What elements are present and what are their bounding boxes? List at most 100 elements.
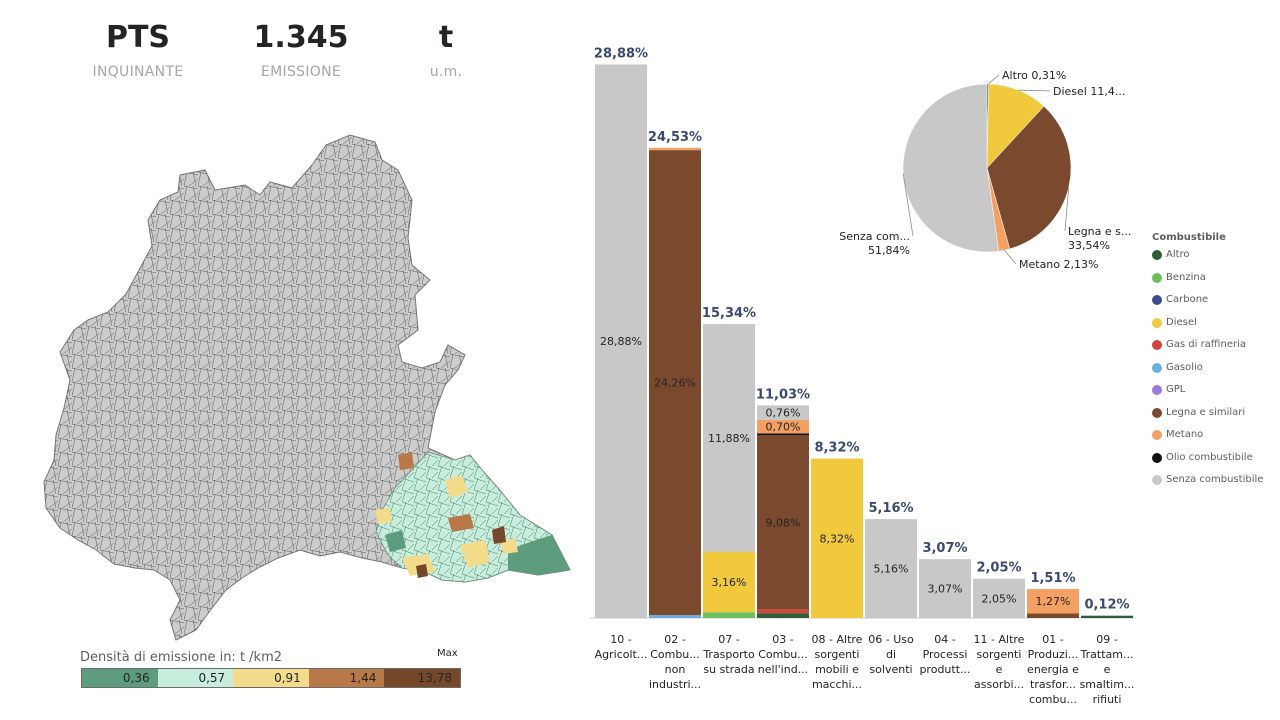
fuel-legend-label: Legna e similari bbox=[1166, 406, 1246, 418]
legend-dot-icon bbox=[1152, 317, 1162, 328]
municipality-13-78[interactable] bbox=[416, 564, 428, 578]
bar-segment[interactable] bbox=[757, 405, 809, 420]
category-tick-label: sorgenti bbox=[815, 648, 860, 661]
kpi-inquinante: PTS INQUINANTE bbox=[68, 18, 208, 80]
bar-segment[interactable] bbox=[703, 551, 755, 613]
fuel-legend-item[interactable]: Metano bbox=[1152, 429, 1263, 452]
category-tick-label: solventi bbox=[869, 663, 912, 676]
municipality-1-44[interactable] bbox=[448, 514, 474, 532]
kpi-label: INQUINANTE bbox=[92, 64, 184, 80]
fuel-legend-item[interactable]: Benzina bbox=[1152, 272, 1263, 295]
category-tick-label: Trasporto bbox=[702, 648, 755, 661]
bar-segment[interactable] bbox=[757, 433, 809, 436]
bar-total-label: 15,34% bbox=[702, 306, 756, 321]
fuel-legend-label: GPL bbox=[1166, 384, 1186, 395]
legend-dot-icon bbox=[1152, 250, 1162, 260]
sector-stacked-bar-chart[interactable]: 28,88% 28,88% 10 - Agricolt... 24,26% 24,53% 0… bbox=[585, 15, 1145, 715]
bar-segment[interactable] bbox=[865, 519, 917, 618]
fuel-legend-item[interactable]: Senza combustibile bbox=[1152, 474, 1263, 497]
fuel-legend-item[interactable]: Carbone bbox=[1152, 294, 1263, 317]
pie-data-label: Senza com... bbox=[839, 230, 910, 243]
fuel-legend-label: Carbone bbox=[1166, 294, 1209, 305]
fuel-legend-item[interactable]: Gas di raffineria bbox=[1152, 339, 1263, 362]
fuel-legend-label: Senza combustibile bbox=[1166, 474, 1264, 485]
bar-total-label: 0,12% bbox=[1084, 598, 1129, 613]
density-color-scale: 0,36 0,57 0,91 1,44 13,78 bbox=[81, 668, 461, 688]
bar-segment[interactable] bbox=[1027, 613, 1079, 618]
bar-segment[interactable] bbox=[649, 615, 701, 618]
pie-callout-line bbox=[987, 74, 1000, 85]
legend-dot-icon bbox=[1152, 430, 1162, 440]
kpi-value: 1.345 bbox=[253, 20, 349, 55]
bar-segment[interactable] bbox=[973, 578, 1025, 618]
bar-segment[interactable] bbox=[811, 458, 863, 618]
fuel-legend: Combustibile Altro Benzina Carbone Diesel Ga… bbox=[1152, 232, 1263, 497]
bar-segment[interactable] bbox=[1027, 589, 1079, 614]
legend-dot-icon bbox=[1152, 385, 1162, 395]
category-tick-label: combu... bbox=[1029, 693, 1077, 706]
fuel-legend-label: Benzina bbox=[1166, 271, 1206, 283]
municipality-0-91[interactable] bbox=[375, 508, 392, 524]
kpi-value: PTS bbox=[105, 20, 171, 55]
bar-segment[interactable] bbox=[757, 609, 809, 614]
bar-segment[interactable] bbox=[703, 612, 755, 618]
category-tick-label: 04 - bbox=[934, 633, 955, 646]
bar-segment[interactable] bbox=[919, 559, 971, 618]
category-tick-label: 06 - Uso bbox=[868, 633, 914, 646]
bar-total-label: 2,05% bbox=[976, 561, 1021, 576]
category-tick-label: Processi bbox=[923, 648, 968, 661]
segment-data-label: 28,88% bbox=[600, 335, 642, 348]
category-tick-label: sorgenti bbox=[977, 648, 1022, 661]
bar-segment[interactable] bbox=[757, 435, 809, 610]
segment-data-label: 3,16% bbox=[712, 576, 747, 589]
pie-callout-line bbox=[902, 173, 914, 237]
municipality-0-91[interactable] bbox=[460, 540, 490, 568]
pie-callout-line bbox=[1003, 249, 1017, 265]
bar-segment[interactable] bbox=[1081, 615, 1133, 618]
category-tick-label: Trattam... bbox=[1080, 648, 1134, 661]
category-tick-label: 02 - bbox=[664, 633, 685, 646]
segment-data-label: 3,07% bbox=[928, 583, 963, 596]
municipality-13-78[interactable] bbox=[492, 526, 506, 544]
fuel-legend-label: Altro bbox=[1166, 249, 1190, 260]
scale-class-5: 13,78 bbox=[384, 669, 460, 687]
category-tick-label: energia e bbox=[1027, 663, 1079, 676]
fuel-pie-chart[interactable]: Altro 0,31% Diesel 11,4... Legna e s...33,… bbox=[830, 60, 1150, 280]
fuel-legend-item[interactable]: Gasolio bbox=[1152, 362, 1263, 385]
fuel-legend-title: Combustibile bbox=[1152, 232, 1226, 243]
pie-data-label: 51,84% bbox=[868, 244, 910, 257]
category-tick-label: 09 - bbox=[1096, 633, 1117, 646]
fuel-legend-item[interactable]: Legna e similari bbox=[1152, 407, 1263, 430]
municipality-0-91[interactable] bbox=[445, 475, 468, 498]
kpi-unita-misura: t u.m. bbox=[376, 18, 516, 80]
legend-dot-icon bbox=[1152, 407, 1162, 418]
category-tick-label: 10 - bbox=[610, 633, 631, 646]
scale-class-3: 0,91 bbox=[233, 669, 309, 687]
category-tick-label: su strada bbox=[703, 663, 754, 676]
bar-segment[interactable] bbox=[757, 613, 809, 618]
kpi-value: t bbox=[438, 20, 454, 55]
bar-segment[interactable] bbox=[703, 323, 755, 552]
fuel-legend-item[interactable]: Olio combustibile bbox=[1152, 452, 1263, 475]
category-tick-label: Agricolt... bbox=[595, 648, 648, 661]
bar-segment[interactable] bbox=[595, 64, 647, 618]
emission-density-map[interactable] bbox=[30, 130, 590, 645]
bar-total-label: 5,16% bbox=[868, 501, 913, 516]
fuel-legend-item[interactable]: Diesel bbox=[1152, 317, 1263, 340]
bar-segment[interactable] bbox=[649, 150, 701, 616]
category-tick-label: 11 - Altre bbox=[974, 633, 1025, 646]
municipality-0-36[interactable] bbox=[508, 535, 570, 575]
segment-data-label: 0,70% bbox=[766, 421, 801, 434]
bar-segment[interactable] bbox=[757, 419, 809, 434]
category-tick-label: 07 - bbox=[718, 633, 739, 646]
municipality-0-36[interactable] bbox=[385, 530, 406, 552]
fuel-legend-item[interactable]: GPL bbox=[1152, 384, 1263, 407]
pie-slice[interactable] bbox=[902, 83, 999, 253]
scale-class-2: 0,57 bbox=[157, 669, 234, 687]
category-tick-label: e bbox=[996, 663, 1003, 676]
municipality-1-44[interactable] bbox=[398, 452, 414, 470]
fuel-legend-label: Gas di raffineria bbox=[1166, 339, 1246, 350]
bar-segment[interactable] bbox=[649, 147, 701, 151]
fuel-legend-item[interactable]: Altro bbox=[1152, 249, 1263, 272]
segment-data-label: 5,16% bbox=[874, 563, 909, 576]
